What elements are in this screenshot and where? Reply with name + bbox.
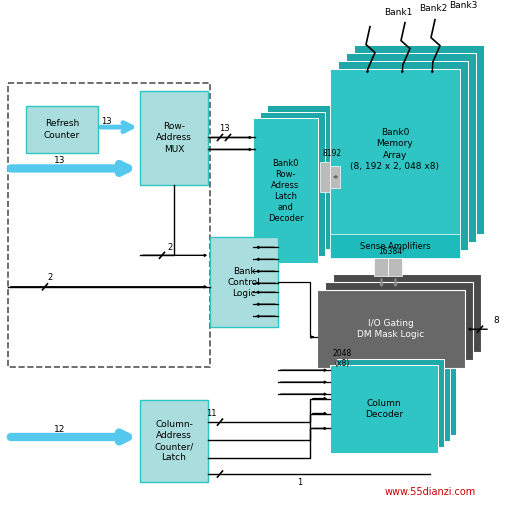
- Bar: [140, 400, 208, 482]
- Text: 8192: 8192: [322, 150, 342, 159]
- Text: Bank0
Row-
Adress
Latch
and
Decoder: Bank0 Row- Adress Latch and Decoder: [268, 159, 303, 223]
- Bar: [336, 359, 444, 447]
- Bar: [317, 291, 465, 368]
- Text: 12: 12: [54, 424, 66, 433]
- Bar: [320, 162, 330, 192]
- Text: www.55dianzi.com: www.55dianzi.com: [384, 487, 475, 497]
- Text: Bank1: Bank1: [384, 8, 412, 17]
- Bar: [253, 119, 318, 263]
- Bar: [375, 259, 388, 276]
- Text: 13: 13: [219, 124, 230, 133]
- Bar: [342, 353, 450, 441]
- Bar: [260, 112, 325, 257]
- Text: 13: 13: [54, 156, 66, 165]
- Text: 13: 13: [101, 117, 111, 126]
- Bar: [8, 83, 210, 367]
- Text: Refresh
Counter: Refresh Counter: [44, 120, 80, 139]
- Text: Row-
Address
MUX: Row- Address MUX: [156, 122, 192, 154]
- Text: Bank0
Memory
Array
(8, 192 x 2, 048 x8): Bank0 Memory Array (8, 192 x 2, 048 x8): [351, 128, 439, 171]
- Text: Bank
Control
Logic: Bank Control Logic: [228, 267, 261, 298]
- Text: 2: 2: [47, 273, 52, 282]
- Bar: [267, 104, 332, 249]
- Text: Bank2: Bank2: [419, 4, 447, 13]
- Text: 1: 1: [297, 478, 303, 487]
- Bar: [330, 365, 438, 453]
- Bar: [330, 166, 340, 188]
- Bar: [330, 68, 460, 259]
- Text: 8: 8: [493, 316, 499, 325]
- Text: Sense Amplifiers: Sense Amplifiers: [360, 242, 430, 251]
- Text: 16384: 16384: [378, 247, 403, 256]
- Bar: [338, 60, 468, 250]
- Text: (x8): (x8): [334, 358, 350, 368]
- Bar: [26, 105, 98, 154]
- Bar: [388, 259, 403, 276]
- Text: Column-
Address
Counter/
Latch: Column- Address Counter/ Latch: [154, 420, 193, 462]
- Bar: [330, 234, 460, 259]
- Text: Column
Decoder: Column Decoder: [365, 399, 403, 419]
- Bar: [210, 237, 278, 327]
- Bar: [140, 91, 208, 186]
- Text: 2: 2: [167, 243, 173, 252]
- Bar: [346, 53, 476, 242]
- Text: 2048: 2048: [332, 349, 352, 358]
- Text: Bank3: Bank3: [449, 1, 477, 10]
- Bar: [354, 45, 484, 234]
- Bar: [333, 274, 481, 352]
- Bar: [348, 347, 456, 435]
- Text: 11: 11: [206, 409, 216, 418]
- Bar: [325, 282, 473, 360]
- Text: I/O Gating
DM Mask Logic: I/O Gating DM Mask Logic: [357, 319, 425, 339]
